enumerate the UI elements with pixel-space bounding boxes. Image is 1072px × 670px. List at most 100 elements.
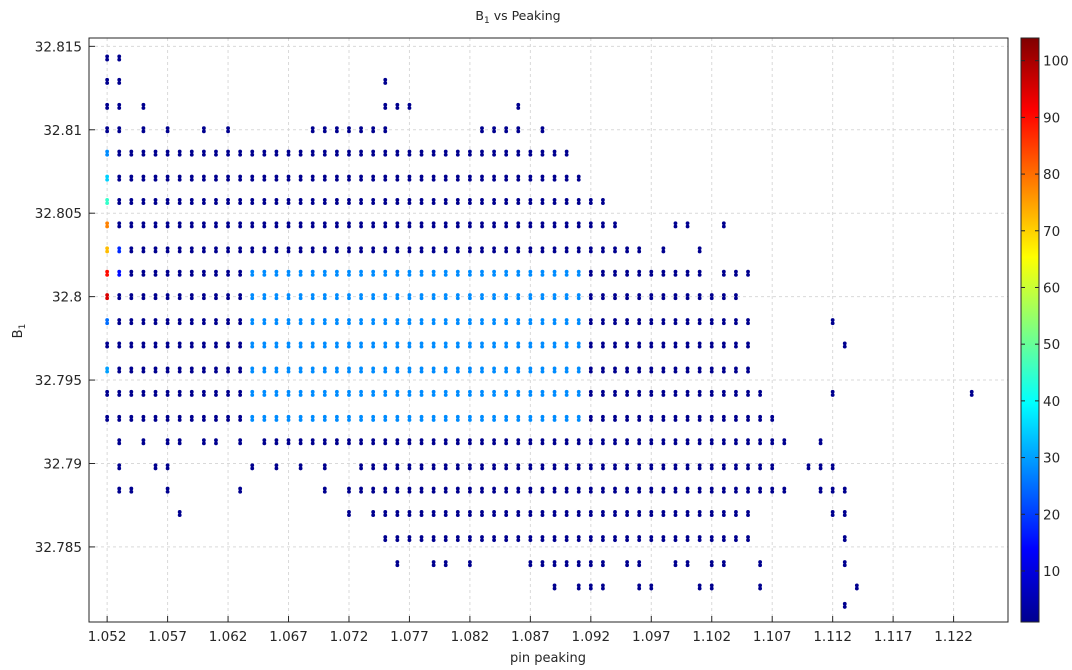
data-point	[468, 153, 472, 157]
data-point	[408, 250, 412, 254]
data-point	[686, 345, 690, 349]
data-point	[504, 418, 508, 422]
data-point	[178, 250, 182, 254]
data-point	[625, 441, 629, 445]
data-point	[613, 345, 617, 349]
data-point	[359, 370, 363, 374]
data-point	[565, 225, 569, 229]
data-point	[528, 441, 532, 445]
data-point	[541, 538, 545, 542]
data-point	[492, 201, 496, 205]
data-point	[843, 490, 847, 494]
data-point	[686, 418, 690, 422]
data-point	[299, 441, 303, 445]
data-point	[686, 538, 690, 542]
data-point	[649, 345, 653, 349]
data-point	[698, 273, 702, 277]
data-point	[698, 587, 702, 591]
data-point	[214, 418, 218, 422]
data-point	[335, 250, 339, 254]
data-point	[456, 225, 460, 229]
data-point	[347, 296, 351, 300]
data-point	[589, 201, 593, 205]
data-point	[105, 296, 109, 300]
data-point	[347, 129, 351, 133]
data-point	[395, 321, 399, 325]
data-point	[553, 153, 557, 157]
data-point	[299, 418, 303, 422]
data-point	[613, 538, 617, 542]
data-point	[178, 225, 182, 229]
data-point	[516, 296, 520, 300]
data-point	[565, 178, 569, 182]
data-point	[782, 490, 786, 494]
x-tick-label: 1.112	[813, 629, 852, 645]
data-point	[577, 321, 581, 325]
data-point	[408, 201, 412, 205]
data-point	[758, 467, 762, 471]
data-point	[383, 321, 387, 325]
data-point	[504, 273, 508, 277]
data-point	[371, 513, 375, 517]
data-point	[323, 225, 327, 229]
data-point	[480, 513, 484, 517]
data-point	[577, 441, 581, 445]
data-point	[553, 441, 557, 445]
data-point	[589, 563, 593, 567]
data-point	[347, 321, 351, 325]
x-tick-label: 1.062	[209, 629, 248, 645]
data-point	[758, 441, 762, 445]
data-point	[117, 370, 121, 374]
data-point	[166, 345, 170, 349]
data-point	[347, 370, 351, 374]
data-point	[190, 418, 194, 422]
data-point	[117, 129, 121, 133]
data-point	[299, 370, 303, 374]
data-point	[541, 178, 545, 182]
data-point	[238, 418, 242, 422]
data-point	[480, 273, 484, 277]
data-point	[166, 321, 170, 325]
data-point	[456, 201, 460, 205]
data-point	[541, 321, 545, 325]
colorbar-tick-label: 70	[1043, 224, 1060, 240]
x-tick-label: 1.052	[88, 629, 127, 645]
data-point	[395, 225, 399, 229]
data-point	[347, 201, 351, 205]
data-point	[432, 153, 436, 157]
data-point	[323, 273, 327, 277]
data-point	[105, 345, 109, 349]
data-point	[371, 418, 375, 422]
data-point	[541, 513, 545, 517]
data-point	[541, 490, 545, 494]
data-point	[565, 393, 569, 397]
data-point	[395, 273, 399, 277]
data-point	[202, 129, 206, 133]
data-point	[698, 345, 702, 349]
data-point	[746, 345, 750, 349]
data-point	[359, 321, 363, 325]
x-tick-label: 1.087	[511, 629, 550, 645]
data-point	[166, 441, 170, 445]
data-point	[275, 201, 279, 205]
data-point	[782, 441, 786, 445]
data-point	[516, 490, 520, 494]
data-point	[553, 296, 557, 300]
data-point	[504, 178, 508, 182]
data-point	[553, 563, 557, 567]
data-point	[202, 441, 206, 445]
data-point	[480, 225, 484, 229]
data-point	[299, 393, 303, 397]
data-point	[456, 393, 460, 397]
data-point	[698, 250, 702, 254]
data-point	[601, 321, 605, 325]
data-point	[311, 321, 315, 325]
data-point	[674, 467, 678, 471]
data-point	[807, 467, 811, 471]
data-point	[504, 225, 508, 229]
data-point	[722, 345, 726, 349]
data-point	[589, 513, 593, 517]
data-point	[504, 393, 508, 397]
data-point	[129, 345, 133, 349]
data-point	[371, 321, 375, 325]
